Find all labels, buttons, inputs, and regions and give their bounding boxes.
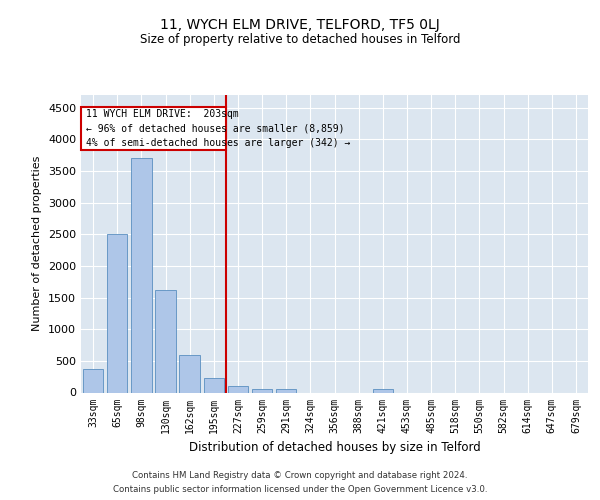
- Bar: [373, 388, 393, 392]
- X-axis label: Distribution of detached houses by size in Telford: Distribution of detached houses by size …: [188, 441, 481, 454]
- Bar: [83, 369, 103, 392]
- Text: Size of property relative to detached houses in Telford: Size of property relative to detached ho…: [140, 32, 460, 46]
- FancyBboxPatch shape: [81, 107, 226, 150]
- Bar: [227, 386, 248, 392]
- Text: 11 WYCH ELM DRIVE:  203sqm
← 96% of detached houses are smaller (8,859)
4% of se: 11 WYCH ELM DRIVE: 203sqm ← 96% of detac…: [86, 108, 350, 148]
- Bar: [252, 388, 272, 392]
- Bar: [276, 390, 296, 392]
- Bar: [179, 355, 200, 393]
- Text: 11, WYCH ELM DRIVE, TELFORD, TF5 0LJ: 11, WYCH ELM DRIVE, TELFORD, TF5 0LJ: [160, 18, 440, 32]
- Text: Contains public sector information licensed under the Open Government Licence v3: Contains public sector information licen…: [113, 484, 487, 494]
- Bar: [203, 378, 224, 392]
- Bar: [107, 234, 127, 392]
- Text: Contains HM Land Registry data © Crown copyright and database right 2024.: Contains HM Land Registry data © Crown c…: [132, 472, 468, 480]
- Bar: [155, 290, 176, 392]
- Bar: [131, 158, 152, 392]
- Y-axis label: Number of detached properties: Number of detached properties: [32, 156, 43, 332]
